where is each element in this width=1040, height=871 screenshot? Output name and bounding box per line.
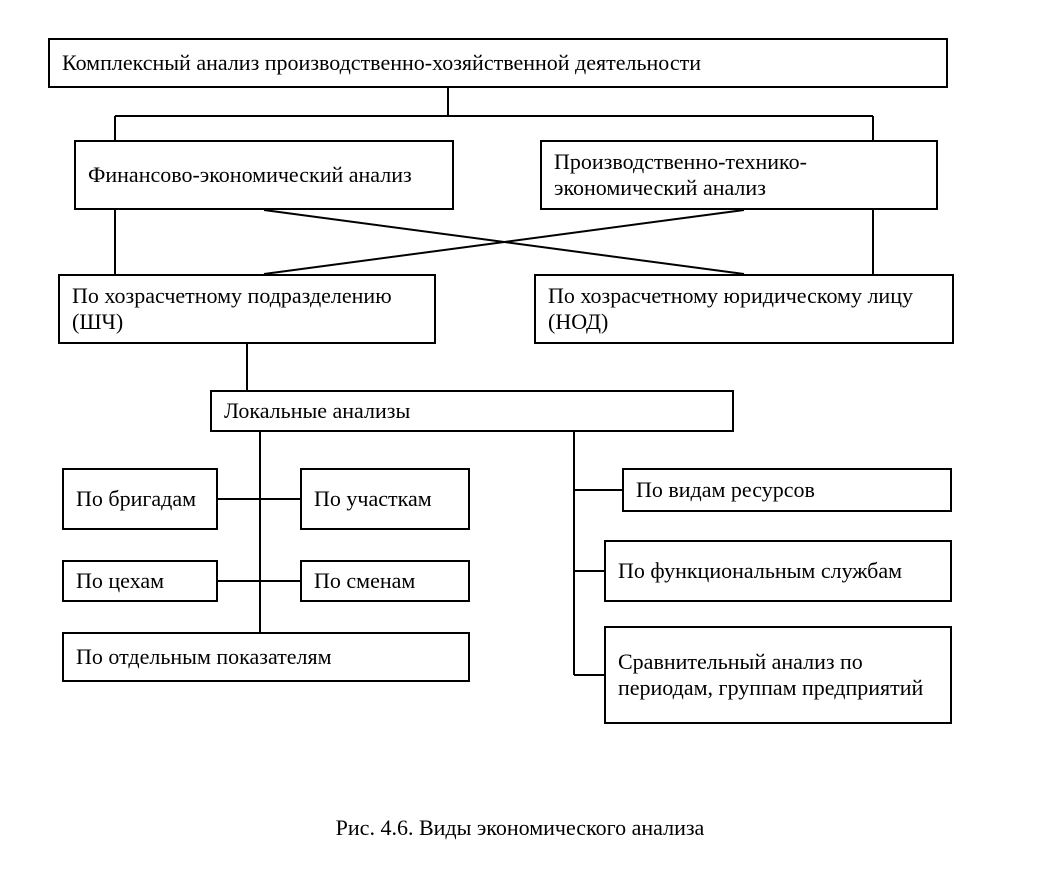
node-otd: По отдельным показателям	[62, 632, 470, 682]
node-res: По видам ресурсов	[622, 468, 952, 512]
node-fin: Финансово-экономический анализ	[74, 140, 454, 210]
node-brig: По бригадам	[62, 468, 218, 530]
node-func: По функциональным службам	[604, 540, 952, 602]
node-smen: По сменам	[300, 560, 470, 602]
node-root: Комплексный анализ производственно-хозяй…	[48, 38, 948, 88]
node-prod: Производственно-технико-экономический ан…	[540, 140, 938, 210]
node-shch: По хозрасчетному подразделению (ШЧ)	[58, 274, 436, 344]
node-nod: По хозрасчетному юридическому лицу (НОД)	[534, 274, 954, 344]
diagram-canvas: Комплексный анализ производственно-хозяй…	[0, 0, 1040, 871]
node-uch: По участкам	[300, 468, 470, 530]
node-ceh: По цехам	[62, 560, 218, 602]
figure-caption: Рис. 4.6. Виды экономического анализа	[280, 815, 760, 841]
node-local: Локальные анализы	[210, 390, 734, 432]
node-srav: Сравнительный анализ по периодам, группа…	[604, 626, 952, 724]
edges-layer	[0, 0, 1040, 871]
